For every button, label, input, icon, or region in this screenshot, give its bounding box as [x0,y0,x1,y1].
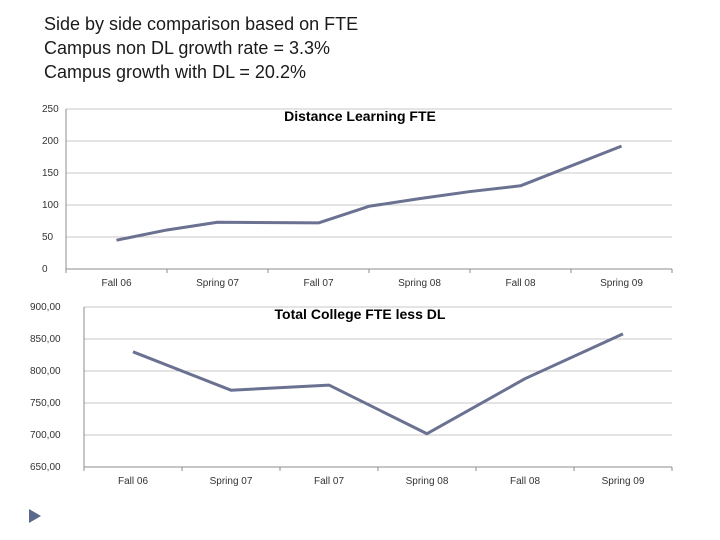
x-tick-label: Fall 06 [101,278,131,289]
total-college-fte-chart: 650,00 700,00 750,00 800,00 850,00 900,00 Fall… [30,302,673,487]
x-tick-label: Fall 07 [314,476,344,487]
y-tick-label: 800,00 [30,366,61,377]
x-tick-label: Fall 08 [510,476,540,487]
x-tick-label: Fall 08 [505,278,535,289]
y-tick-label: 900,00 [30,302,61,313]
heading-line-2: Campus non DL growth rate = 3.3% [44,38,330,58]
x-tick-label: Spring 07 [196,278,239,289]
chart-title: Total College FTE less DL [275,306,446,322]
series-line [116,144,623,242]
x-tick-label: Spring 08 [398,278,441,289]
x-tick-label: Fall 07 [303,278,333,289]
x-tick-label: Spring 08 [406,476,449,487]
triangle-bullet-icon [29,509,41,523]
x-tick-label: Spring 09 [602,476,645,487]
chart-title: Distance Learning FTE [284,108,436,124]
slide-heading: Side by side comparison based on FTE Cam… [44,12,358,84]
y-tick-label: 650,00 [30,462,61,473]
heading-line-1: Side by side comparison based on FTE [44,14,359,34]
y-tick-label: 200 [42,136,59,147]
distance-learning-fte-chart: 0 50 100 150 200 250 Fall 06 Spring 07 Fall 07 Sp… [42,104,673,289]
x-tick-label: Spring 07 [210,476,253,487]
y-tick-label: 0 [42,264,48,275]
x-tick-label: Spring 09 [600,278,643,289]
y-tick-label: 850,00 [30,334,61,345]
series-line [132,332,624,436]
y-tick-label: 150 [42,168,59,179]
y-tick-label: 750,00 [30,398,61,409]
y-tick-label: 250 [42,104,59,115]
y-tick-label: 700,00 [30,430,61,441]
x-tick-label: Fall 06 [118,476,148,487]
y-tick-label: 100 [42,200,59,211]
heading-line-3: Campus growth with DL = 20.2% [44,62,306,82]
y-tick-label: 50 [42,232,54,243]
